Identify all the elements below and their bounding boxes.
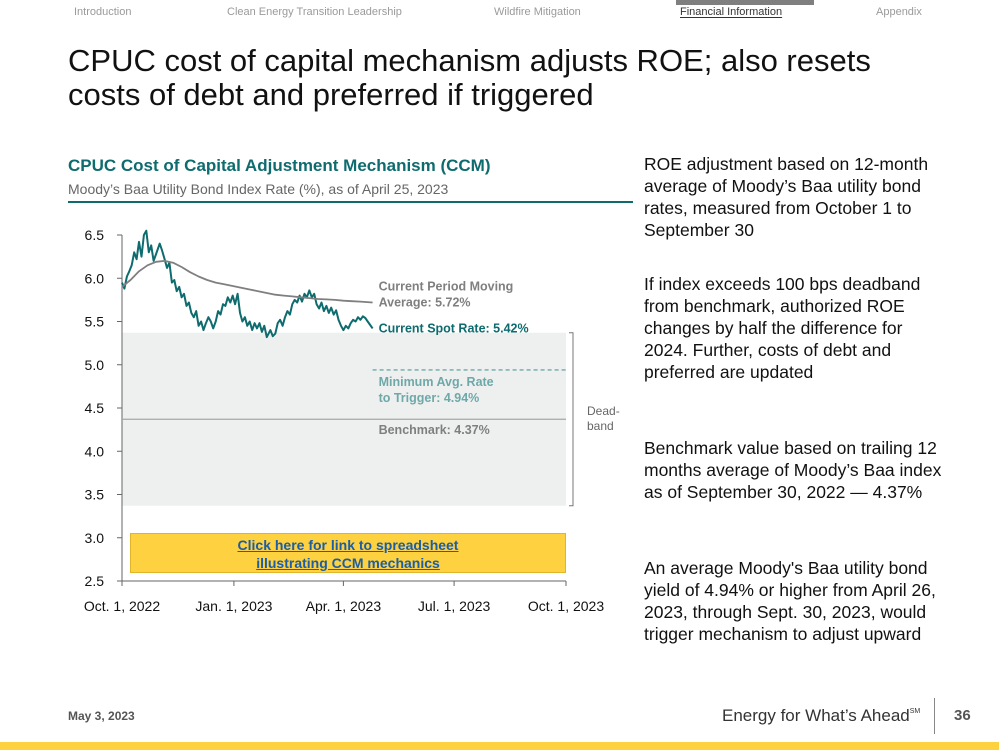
- y-tick-label: 4.5: [85, 400, 105, 416]
- y-tick-label: 3.5: [85, 487, 105, 503]
- nav-item-financial[interactable]: Financial Information: [680, 6, 783, 18]
- nav-item-wildfire[interactable]: Wildfire Mitigation: [494, 6, 581, 18]
- benchmark-label: Benchmark: 4.37%: [379, 423, 490, 437]
- x-tick-label: Jan. 1, 2023: [195, 598, 272, 614]
- footer-brand-text: Energy for What’s Ahead: [722, 706, 910, 725]
- slide-title: CPUC cost of capital mechanism adjusts R…: [68, 43, 871, 112]
- x-tick-label: Oct. 1, 2022: [84, 598, 160, 614]
- spreadsheet-link-line1[interactable]: Click here for link to spreadsheet: [237, 537, 459, 553]
- x-tick-label: Jul. 1, 2023: [418, 598, 491, 614]
- bottom-accent-bar: [0, 742, 999, 750]
- spreadsheet-link-line2[interactable]: illustrating CCM mechanics: [256, 555, 440, 571]
- y-tick-label: 5.0: [85, 357, 105, 373]
- footer-brand: Energy for What’s AheadSM: [722, 706, 920, 726]
- y-tick-label: 4.0: [85, 443, 105, 459]
- side-paragraph-4: An average Moody's Baa utility bond yiel…: [644, 558, 936, 644]
- y-tick-label: 2.5: [85, 573, 105, 589]
- service-mark: SM: [909, 708, 921, 715]
- moving-average-series-line: [121, 260, 373, 304]
- minimum-trigger-label: Minimum Avg. Rate to Trigger: 4.94%: [379, 375, 494, 405]
- y-tick-label: 5.5: [85, 314, 105, 330]
- footer-date: May 3, 2023: [68, 709, 135, 723]
- nav-item-appendix[interactable]: Appendix: [876, 6, 922, 18]
- nav-item-introduction[interactable]: Introduction: [74, 6, 132, 18]
- nav-active-indicator: [676, 0, 814, 5]
- x-tick-label: Apr. 1, 2023: [306, 598, 382, 614]
- side-paragraph-3: Benchmark value based on trailing 12 mon…: [644, 438, 942, 502]
- chart-subtitle: Moody’s Baa Utility Bond Index Rate (%),…: [68, 181, 449, 197]
- deadband-label: Dead-band: [587, 404, 620, 433]
- nav-item-clean-energy[interactable]: Clean Energy Transition Leadership: [227, 6, 402, 18]
- y-tick-label: 6.0: [85, 270, 105, 286]
- chart-title: CPUC Cost of Capital Adjustment Mechanis…: [68, 156, 491, 175]
- side-paragraph-1: ROE adjustment based on 12-month average…: [644, 154, 929, 240]
- x-tick-label: Oct. 1, 2023: [528, 598, 604, 614]
- deadband-bracket: [569, 332, 574, 507]
- spreadsheet-link[interactable]: Click here for link to spreadsheet illus…: [130, 533, 566, 573]
- y-tick-label: 3.0: [85, 530, 105, 546]
- spot-series-line: [121, 229, 374, 339]
- spot-rate-label: Current Spot Rate: 5.42%: [379, 321, 529, 335]
- y-tick-label: 6.5: [85, 227, 105, 243]
- top-nav: Introduction Clean Energy Transition Lea…: [0, 0, 999, 28]
- side-paragraph-2: If index exceeds 100 bps deadband from b…: [644, 274, 921, 382]
- footer-divider: [934, 698, 935, 734]
- page-number: 36: [954, 707, 971, 724]
- chart-title-rule: [68, 201, 633, 203]
- ccm-line-chart: 2.5 3.0 3.5 4.0 4.5 5.0 5.5 6.0 6.5 Oct. 1, 2022 J…: [84, 227, 620, 614]
- moving-average-label: Current Period Moving Average: 5.72%: [379, 279, 514, 309]
